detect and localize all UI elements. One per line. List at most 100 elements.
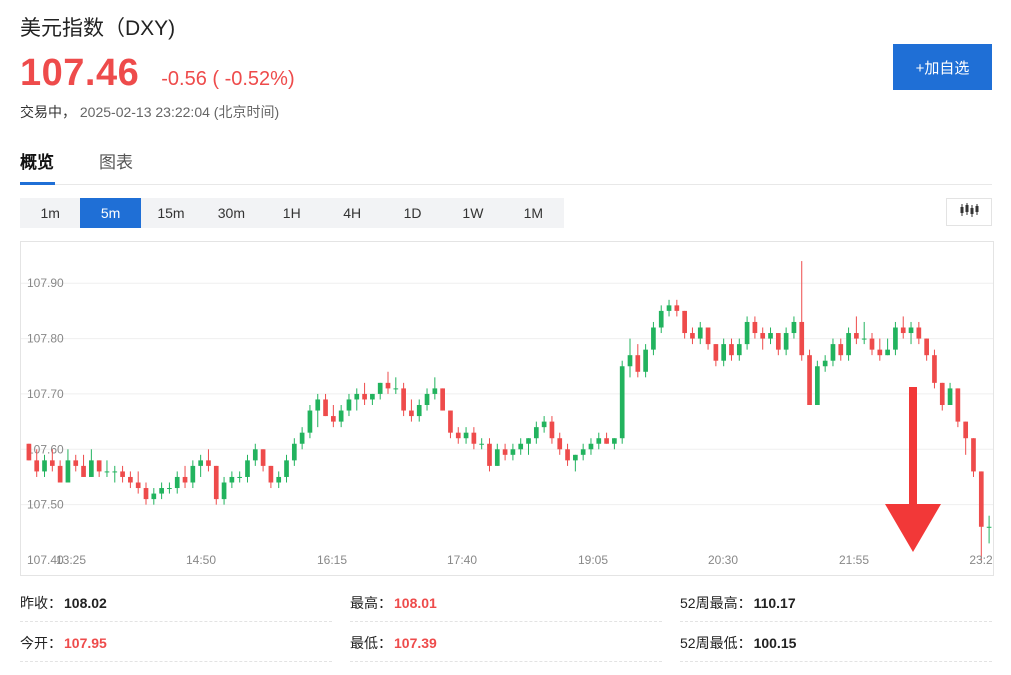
stat-52w-low: 52周最低： 100.15 [680, 624, 992, 662]
candle-body [463, 432, 469, 439]
stat-label: 最高： [350, 594, 392, 611]
stat-value: 100.15 [753, 634, 797, 651]
candle-body [135, 482, 141, 489]
candle-body [291, 443, 297, 461]
candle-body [448, 410, 453, 433]
candle-body [588, 443, 594, 450]
current-price: 107.46 [20, 52, 140, 94]
candle-body [799, 321, 805, 356]
period-1mo[interactable]: 1M [523, 205, 544, 221]
candle-body [455, 432, 461, 439]
candle-body [643, 349, 648, 372]
period-4h[interactable]: 4H [343, 205, 362, 221]
x-tick-label: 13:25 [56, 553, 86, 567]
candle-body [49, 460, 55, 466]
candle-body [268, 465, 274, 483]
candle-body [815, 366, 820, 405]
candle-body [729, 344, 734, 356]
price-row: 107.46 -0.56 ( -0.52%) [20, 52, 295, 95]
price-chart[interactable]: 107.50 107.60 107.70 107.80 107.90 13:25 14:50… [20, 241, 994, 576]
candle-body [752, 321, 758, 334]
candle-body [877, 349, 883, 356]
candle-body [198, 460, 203, 466]
tab-chart[interactable]: 图表 [99, 153, 133, 172]
candlestick-icon [959, 202, 979, 223]
candle-body [120, 471, 125, 477]
period-5m[interactable]: 5m [80, 198, 141, 228]
candle-body [260, 449, 266, 466]
candle-body [932, 355, 937, 383]
candle-body [518, 443, 524, 450]
candle-body [151, 493, 157, 500]
candle-body [526, 438, 531, 444]
candle-body [900, 327, 906, 334]
candle-body [346, 399, 352, 411]
candle-body [908, 327, 914, 334]
period-30m[interactable]: 30m [217, 205, 245, 221]
x-tick-label: 17:40 [447, 553, 477, 567]
candle-body [424, 393, 430, 405]
candle-body [510, 449, 516, 455]
candle-body [760, 333, 766, 339]
candle-body [245, 460, 250, 477]
x-tick-label: 23:2 [969, 553, 993, 567]
stat-value: 107.95 [64, 634, 107, 651]
candle-body [73, 460, 79, 466]
candle-body [846, 333, 851, 356]
candle-body [213, 465, 219, 500]
candle-body [96, 460, 102, 472]
chart-type-button[interactable] [946, 198, 992, 226]
candle-body [299, 432, 305, 444]
y-tick-label: 107.50 [27, 498, 64, 512]
x-tick-label: 20:30 [708, 553, 738, 567]
trading-status: 交易中， 2025-02-13 23:22:04 (北京时间) [20, 102, 279, 122]
candle-body [34, 460, 40, 472]
stat-value: 108.02 [64, 594, 107, 611]
period-1w[interactable]: 1W [462, 205, 484, 221]
candle-body [401, 388, 406, 411]
candle-body [167, 488, 172, 490]
candle-body [666, 305, 672, 311]
candle-body [432, 388, 438, 394]
candle-body [502, 449, 508, 455]
candle-body [284, 460, 289, 477]
period-1d[interactable]: 1D [403, 205, 422, 221]
add-to-watchlist-button[interactable]: +加自选 [893, 44, 992, 90]
candle-body [955, 388, 961, 422]
candle-body [924, 338, 929, 356]
x-tick-label: 14:50 [186, 553, 216, 567]
candle-body [549, 421, 555, 439]
candle-body [57, 465, 63, 483]
candle-body [143, 488, 149, 500]
stat-value: 108.01 [394, 594, 437, 611]
candle-body [128, 476, 133, 483]
stat-high: 最高： 108.01 [350, 584, 662, 622]
candle-body [674, 305, 680, 311]
candle-body [229, 476, 235, 483]
page-title: 美元指数（DXY) [20, 17, 176, 40]
candle-body [963, 421, 969, 439]
tab-overview[interactable]: 概览 [20, 148, 55, 185]
candle-body [354, 393, 360, 400]
candle-body [471, 432, 477, 444]
stat-label: 昨收： [20, 594, 62, 611]
candle-body [416, 405, 422, 417]
candle-body [440, 388, 445, 411]
period-1h[interactable]: 1H [282, 205, 301, 221]
candle-body [190, 465, 196, 483]
candle-body [252, 449, 258, 461]
period-1m[interactable]: 1m [40, 205, 60, 221]
candle-body [635, 355, 641, 372]
candle-body [838, 344, 844, 356]
candle-body [916, 327, 922, 339]
timestamp: 2025-02-13 23:22:04 [79, 104, 210, 120]
candle-body [612, 438, 617, 444]
candle-body [978, 471, 984, 527]
candle-body [362, 393, 367, 400]
candle-body [276, 476, 282, 483]
candle-body [947, 388, 953, 405]
candle-body [487, 443, 492, 466]
candle-body [744, 321, 750, 345]
period-15m[interactable]: 15m [157, 205, 185, 221]
candle-body [174, 476, 180, 489]
